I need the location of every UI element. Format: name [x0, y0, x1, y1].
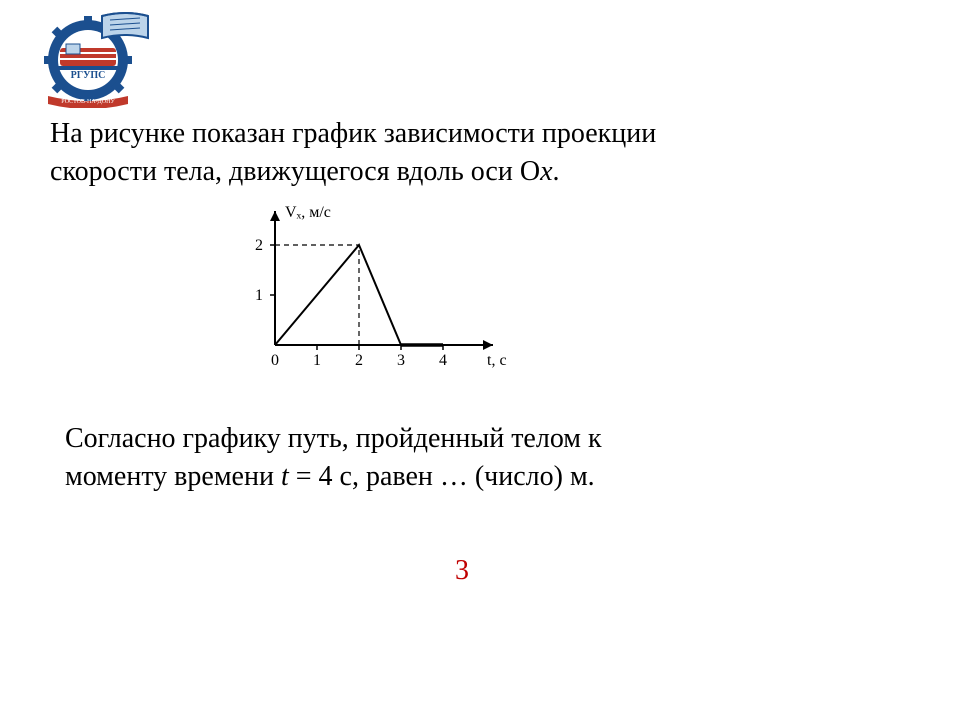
svg-text:1: 1	[313, 352, 321, 369]
velocity-chart: 0 1 2 3 4 1 2 t, c Vₓ, м/с	[225, 205, 545, 400]
svg-text:3: 3	[397, 352, 405, 369]
problem-axis-var: x	[540, 156, 552, 187]
svg-text:1: 1	[255, 287, 263, 304]
question-line1: Согласно графику путь, пройденный телом …	[65, 423, 602, 454]
svg-text:4: 4	[439, 352, 447, 369]
svg-text:Vₓ, м/с: Vₓ, м/с	[285, 205, 331, 221]
svg-text:0: 0	[271, 352, 279, 369]
question-statement: Согласно графику путь, пройденный телом …	[65, 420, 895, 496]
svg-text:2: 2	[355, 352, 363, 369]
question-line2a: моменту времени	[65, 461, 281, 492]
svg-text:t, c: t, c	[487, 352, 507, 369]
logo-text-top: РГУПС	[71, 70, 106, 81]
problem-statement: На рисунке показан график зависимости пр…	[50, 115, 910, 191]
logo-text-bottom: РОСТОВ-НА-ДОНУ	[61, 99, 115, 105]
problem-line2a: скорости тела, движущегося вдоль оси О	[50, 156, 540, 187]
answer-value: 3	[455, 555, 469, 587]
problem-line1: На рисунке показан график зависимости пр…	[50, 118, 656, 149]
question-line2b: = 4 с, равен … (число) м.	[289, 461, 595, 492]
problem-line2c: .	[553, 156, 560, 187]
question-var-t: t	[281, 461, 289, 492]
svg-text:2: 2	[255, 237, 263, 254]
institution-logo: РГУПС РОСТОВ-НА-ДОНУ	[30, 8, 170, 113]
